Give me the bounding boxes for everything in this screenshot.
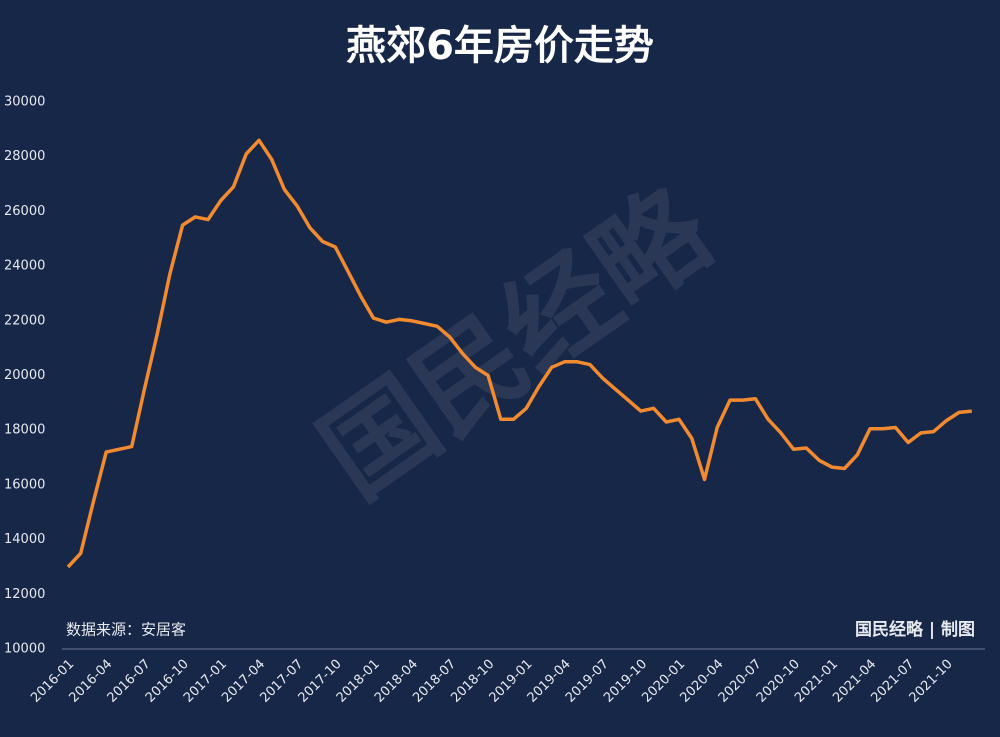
y-tick-label: 16000 bbox=[4, 477, 45, 492]
source-note: 数据来源：安居客 bbox=[66, 621, 186, 639]
y-tick-label: 20000 bbox=[4, 368, 45, 383]
y-tick-label: 28000 bbox=[4, 149, 45, 164]
y-tick-label: 24000 bbox=[4, 259, 45, 274]
y-tick-label: 30000 bbox=[4, 95, 45, 110]
credit: 国民经略 | 制图 bbox=[855, 619, 975, 640]
y-tick-label: 10000 bbox=[4, 642, 45, 657]
y-tick-label: 18000 bbox=[4, 423, 45, 438]
y-tick-label: 26000 bbox=[4, 204, 45, 219]
y-tick-label: 14000 bbox=[4, 532, 45, 547]
y-tick-label: 22000 bbox=[4, 313, 45, 328]
y-tick-label: 12000 bbox=[4, 587, 45, 602]
chart-title: 燕郊6年房价走势 bbox=[346, 23, 654, 69]
line-series bbox=[66, 138, 972, 569]
